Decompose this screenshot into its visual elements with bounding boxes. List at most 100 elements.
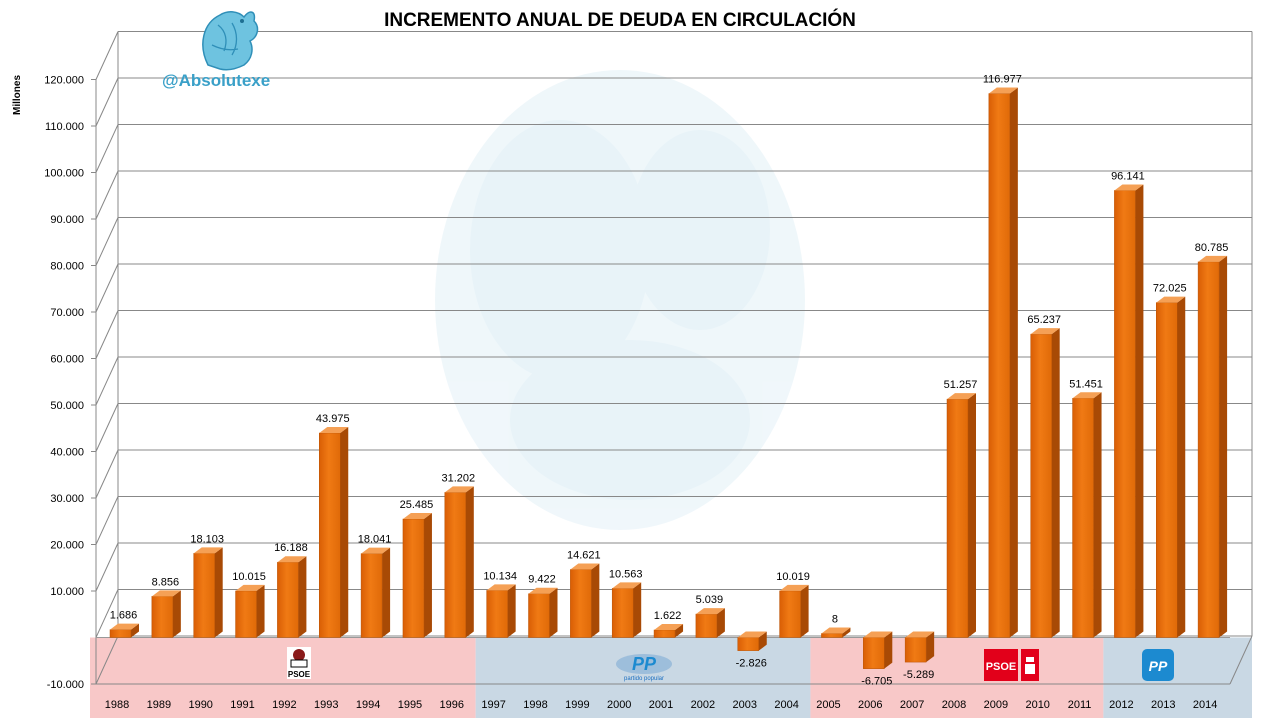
x-tick-label-1996: 1996: [440, 699, 464, 711]
bar-top: [988, 87, 1018, 94]
party-period-bands: [90, 637, 1252, 718]
x-tick-label-2013: 2013: [1151, 699, 1175, 711]
bar-side: [214, 547, 223, 638]
x-tick-label-2006: 2006: [858, 699, 882, 711]
bar-front: [570, 569, 592, 638]
bar-front: [193, 553, 215, 638]
bar-side: [340, 427, 349, 638]
bar-front: [1156, 302, 1178, 638]
bar-front: [235, 590, 257, 638]
bar-top: [612, 582, 642, 589]
data-label-2001: 1.622: [654, 610, 682, 622]
bar-top: [1114, 184, 1144, 191]
y-tick-label: 100.000: [44, 168, 84, 180]
data-label-1992: 16.188: [274, 542, 308, 554]
bar-1991: [235, 584, 265, 638]
x-tick-label-1998: 1998: [523, 699, 547, 711]
data-label-1997: 10.134: [483, 570, 517, 582]
data-label-2000: 10.563: [609, 568, 643, 580]
bar-side: [758, 631, 767, 651]
bar-top: [863, 631, 893, 638]
svg-text:PSOE: PSOE: [986, 661, 1017, 673]
gridline-diagonal: [95, 31, 119, 80]
griffin-logo-icon: [202, 11, 259, 71]
bar-top: [1072, 392, 1102, 399]
x-tick-label-1994: 1994: [356, 699, 380, 711]
bar-2012: [1114, 184, 1144, 638]
bar-2007: [904, 631, 935, 663]
data-label-2013: 72.025: [1153, 283, 1187, 295]
svg-text:PP: PP: [1149, 658, 1168, 674]
x-tick-label-1999: 1999: [565, 699, 589, 711]
data-label-2005: 8: [832, 614, 838, 626]
bar-front: [444, 492, 467, 638]
data-label-2007: -5.289: [903, 669, 934, 681]
gridline-diagonal: [95, 77, 119, 127]
data-label-2006: -6.705: [861, 676, 892, 688]
bar-top: [444, 486, 474, 493]
x-tick-label-2005: 2005: [816, 699, 840, 711]
bar-top: [319, 427, 349, 434]
data-label-2008: 51.257: [944, 379, 978, 391]
bar-top: [235, 584, 265, 591]
bar-top: [1156, 296, 1186, 303]
y-tick-label: 90.000: [50, 214, 84, 226]
pp-small-logo-icon: PP partido popular: [616, 654, 672, 682]
x-tick-label-2003: 2003: [733, 699, 757, 711]
bar-front: [528, 593, 550, 638]
x-axis: 1988 1989 1990 1991 1992 1993 1994 1995 1996 1997…: [105, 699, 1218, 711]
bar-front: [653, 629, 676, 638]
gridline-diagonal: [95, 124, 119, 173]
x-tick-label-1989: 1989: [147, 699, 171, 711]
gridline-diagonal: [95, 449, 119, 499]
x-tick-label-1993: 1993: [314, 699, 338, 711]
y-tick-label: 10.000: [50, 586, 84, 598]
bar-1996: [444, 486, 474, 638]
x-tick-label-2002: 2002: [691, 699, 715, 711]
bar-front: [1197, 261, 1220, 638]
bar-top: [737, 631, 767, 638]
bars: [109, 87, 1228, 669]
y-tick-label: 70.000: [50, 307, 84, 319]
bar-side: [1093, 392, 1102, 638]
bar-side: [1135, 184, 1144, 638]
bar-top: [361, 547, 391, 554]
bar-top: [193, 547, 223, 554]
bar-2011: [1072, 392, 1102, 638]
psoe-rose-logo-icon: PSOE: [287, 647, 311, 679]
x-tick-label-2001: 2001: [649, 699, 673, 711]
data-label-1999: 14.621: [567, 550, 601, 562]
bar-top: [528, 587, 558, 594]
bar-top: [110, 623, 139, 630]
data-label-1989: 8.856: [152, 576, 180, 588]
y-tick-label: -10.000: [47, 679, 84, 691]
bar-side: [926, 631, 935, 663]
bar-side: [131, 623, 139, 638]
bar-side: [465, 486, 474, 638]
watermark-eagle-icon: [435, 70, 805, 530]
bar-side: [1219, 255, 1228, 638]
bar-front: [946, 398, 969, 638]
x-tick-label-1990: 1990: [188, 699, 212, 711]
bar-front: [611, 588, 634, 638]
bar-front: [1114, 190, 1136, 638]
bar-2004: [779, 584, 809, 638]
bar-top: [402, 512, 432, 519]
bar-front: [863, 637, 885, 669]
svg-text:partido popular: partido popular: [624, 676, 664, 682]
pp-big-logo-icon: PP: [1142, 649, 1174, 681]
twitter-handle: @Absolutexe: [162, 71, 270, 90]
chart-title: INCREMENTO ANUAL DE DEUDA EN CIRCULACIÓN: [384, 9, 856, 31]
y-tick-label: 20.000: [50, 540, 84, 552]
bar-2010: [1030, 328, 1060, 638]
gridline-diagonal: [95, 403, 119, 452]
bar-front: [737, 637, 759, 651]
bar-top: [1030, 328, 1060, 335]
gridline-diagonal: [95, 217, 119, 266]
gridline-diagonal: [95, 310, 119, 359]
bar-2006: [863, 631, 893, 669]
y-axis: -10.000 10.000 20.000 30.000 40.000 50.000 60.…: [44, 75, 96, 691]
y-tick-label: 80.000: [50, 261, 84, 273]
gridline-diagonal: [95, 263, 119, 313]
